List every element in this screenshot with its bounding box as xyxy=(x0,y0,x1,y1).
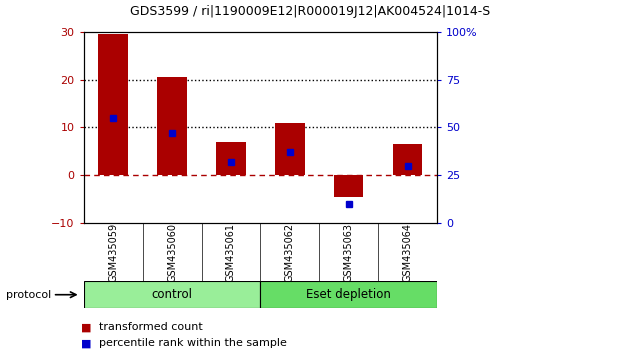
Text: ■: ■ xyxy=(81,322,91,332)
Text: transformed count: transformed count xyxy=(99,322,203,332)
Text: percentile rank within the sample: percentile rank within the sample xyxy=(99,338,287,348)
Text: GDS3599 / ri|1190009E12|R000019J12|AK004524|1014-S: GDS3599 / ri|1190009E12|R000019J12|AK004… xyxy=(130,5,490,18)
Bar xyxy=(157,77,187,175)
Bar xyxy=(99,34,128,175)
Bar xyxy=(216,142,246,175)
Bar xyxy=(260,281,437,308)
Text: GSM435061: GSM435061 xyxy=(226,223,236,282)
Text: protocol: protocol xyxy=(6,290,51,300)
Text: ■: ■ xyxy=(81,338,91,348)
Bar xyxy=(334,175,363,197)
Text: GSM435062: GSM435062 xyxy=(285,223,295,282)
Text: GSM435063: GSM435063 xyxy=(343,223,354,282)
Text: GSM435064: GSM435064 xyxy=(402,223,413,282)
Text: Eset depletion: Eset depletion xyxy=(306,288,391,301)
Bar xyxy=(393,144,422,175)
Bar xyxy=(84,281,260,308)
Bar xyxy=(275,123,304,175)
Text: GSM435060: GSM435060 xyxy=(167,223,177,282)
Text: GSM435059: GSM435059 xyxy=(108,223,118,282)
Text: control: control xyxy=(151,288,193,301)
